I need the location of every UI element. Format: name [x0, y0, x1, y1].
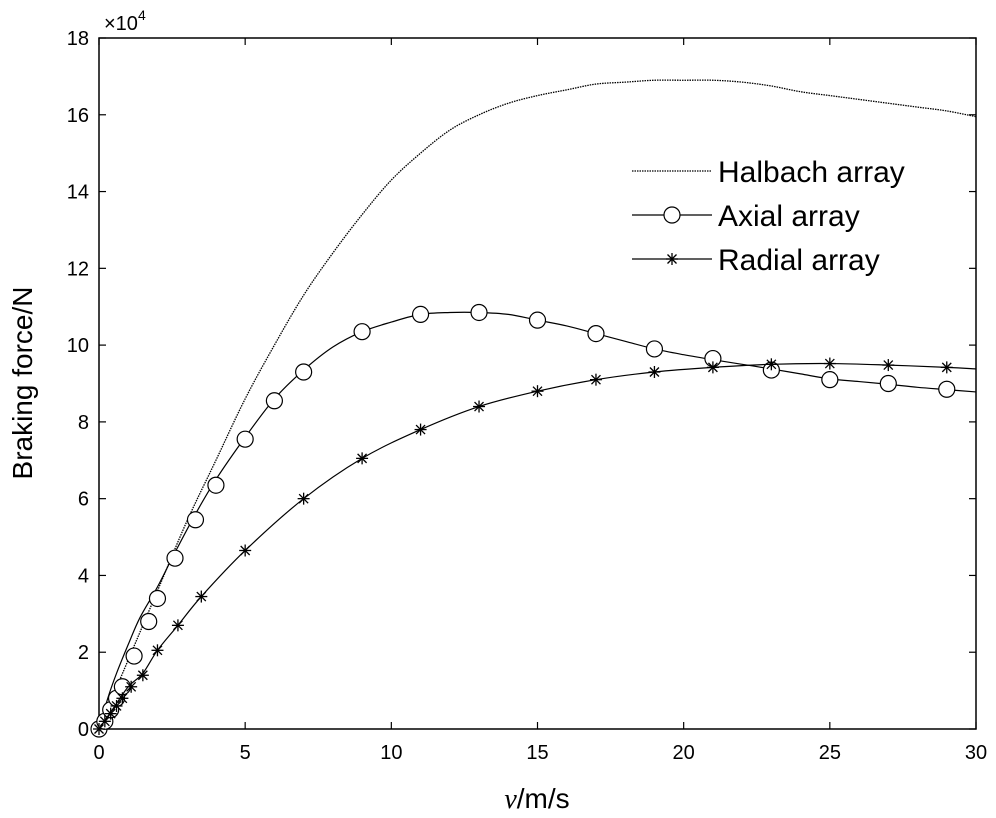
y-tick-label-5: 10 [67, 335, 89, 357]
marker-axial-array-14 [353, 323, 371, 341]
marker-radial-array-21 [882, 359, 895, 372]
marker-axial-array-8 [166, 549, 184, 567]
marker-axial-array-5 [125, 647, 143, 665]
y-tick-label-3: 6 [78, 489, 89, 511]
marker-radial-array-15 [531, 385, 544, 398]
y-multiplier: ×104 [104, 7, 146, 35]
marker-radial-array-6 [136, 669, 149, 682]
marker-axial-array-6 [140, 612, 158, 631]
legend: Halbach array Axial array Radial array [632, 156, 905, 277]
plot-frame [98, 37, 977, 730]
y-tick-label-7: 14 [67, 182, 89, 204]
marker-radial-array-14 [473, 400, 486, 413]
x-tick-label-4: 20 [673, 742, 695, 764]
marker-axial-array-13 [295, 363, 313, 381]
y-tick-label-1: 2 [78, 642, 89, 664]
marker-axial-array-22 [821, 371, 839, 389]
y-tick-label-2: 4 [78, 565, 89, 587]
marker-axial-array-23 [879, 374, 897, 393]
x-tick-label-3: 15 [526, 742, 548, 764]
marker-axial-array-12 [265, 392, 283, 410]
marker-radial-array-2 [104, 707, 117, 720]
legend-marker-axial [663, 206, 681, 224]
marker-radial-array-4 [116, 692, 129, 705]
series-line-axial-array [98, 311, 977, 730]
marker-axial-array-24 [938, 380, 956, 398]
y-tick-label-8: 16 [67, 105, 89, 127]
marker-axial-array-15 [411, 305, 430, 323]
marker-radial-array-17 [648, 365, 661, 378]
legend-marker-radial [666, 253, 678, 265]
marker-axial-array-10 [207, 476, 225, 494]
marker-radial-array-9 [195, 590, 208, 603]
y-tick-label-6: 12 [67, 258, 89, 280]
marker-radial-array-8 [171, 619, 184, 632]
marker-axial-array-17 [528, 311, 547, 329]
marker-axial-array-18 [587, 324, 605, 343]
x-tick-label-5: 25 [819, 742, 841, 764]
marker-radial-array-16 [589, 373, 602, 386]
x-tick-label-0: 0 [93, 742, 104, 764]
x-tick-label-6: 30 [965, 742, 987, 764]
y-axis-title: Braking force/N [7, 287, 38, 480]
x-tick-label-2: 10 [380, 742, 402, 764]
marker-radial-array-11 [297, 492, 310, 505]
series-line-halbach-array [98, 79, 977, 730]
marker-axial-array-19 [645, 340, 664, 358]
marker-axial-array-11 [236, 430, 254, 448]
marker-axial-array-16 [470, 303, 488, 322]
marker-radial-array-0 [93, 723, 105, 735]
marker-radial-array-10 [239, 544, 252, 557]
y-multiplier-exponent: 4 [138, 7, 146, 23]
legend-label-axial: Axial array [718, 200, 860, 233]
marker-radial-array-12 [356, 452, 369, 465]
series-line-radial-array [98, 362, 977, 730]
legend-label-halbach: Halbach array [718, 156, 905, 189]
marker-radial-array-19 [765, 358, 778, 371]
y-tick-label-4: 8 [78, 412, 89, 434]
marker-radial-array-18 [706, 361, 719, 374]
axis-ticks: 0 5 10 15 20 25 30 0 2 4 6 8 10 12 14 16 18 [67, 28, 987, 764]
marker-axial-array-7 [148, 589, 167, 608]
x-axis-title-rest: /m/s [517, 783, 570, 814]
legend-label-radial: Radial array [718, 244, 880, 277]
marker-radial-array-5 [125, 680, 138, 693]
marker-radial-array-13 [414, 423, 427, 436]
x-axis-title-italic: v [504, 784, 517, 815]
y-tick-label-9: 18 [67, 28, 89, 50]
marker-radial-array-20 [823, 357, 836, 370]
marker-radial-array-3 [110, 699, 123, 712]
marker-radial-array-7 [151, 644, 164, 657]
marker-radial-array-22 [940, 361, 953, 374]
x-tick-label-1: 5 [240, 742, 251, 764]
marker-axial-array-9 [186, 511, 205, 529]
x-axis-title: v/m/s [504, 783, 569, 815]
marker-radial-array-1 [98, 715, 111, 728]
series-layer [90, 79, 977, 738]
y-tick-label-0: 0 [78, 719, 89, 741]
